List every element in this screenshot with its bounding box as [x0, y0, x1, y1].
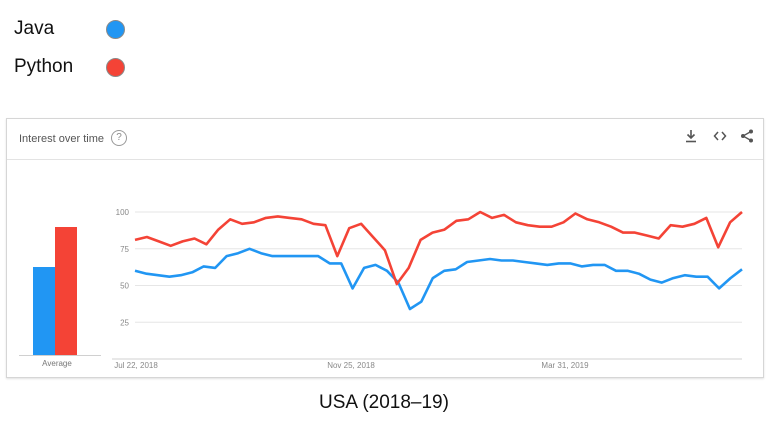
- x-tick-label: Mar 31, 2019: [541, 361, 589, 370]
- x-tick-label: Nov 25, 2018: [327, 361, 375, 370]
- series-line-java: [134, 247, 743, 311]
- y-tick-label: 100: [116, 208, 130, 217]
- line-chart: 25 50 75 100 Jul 22, 2018 Nov 25, 2018 Mar 31,…: [112, 208, 743, 370]
- legend: Java Python: [14, 10, 125, 86]
- average-bar-java: [33, 266, 55, 355]
- legend-item-java: Java: [14, 10, 125, 48]
- help-icon[interactable]: ?: [111, 130, 127, 146]
- y-tick-label: 50: [120, 282, 129, 291]
- legend-label-python: Python: [14, 56, 74, 77]
- average-axis: [19, 355, 101, 356]
- average-bar-python: [55, 227, 77, 355]
- legend-swatch-java: [106, 19, 125, 39]
- caption: USA (2018–19): [319, 392, 449, 413]
- legend-item-python: Python: [14, 48, 125, 86]
- series-line-python: [134, 210, 743, 286]
- y-tick-label: 25: [120, 318, 129, 327]
- download-icon[interactable]: [685, 129, 697, 146]
- card-title: Interest over time: [19, 133, 104, 145]
- legend-label-java: Java: [14, 18, 55, 39]
- interest-over-time-card: Interest over time ? Average 25 50 75 100 Ju…: [6, 118, 764, 378]
- share-icon[interactable]: [740, 129, 754, 146]
- embed-icon[interactable]: [713, 129, 727, 146]
- y-tick-label: 75: [120, 245, 129, 254]
- x-tick-label: Jul 22, 2018: [114, 361, 158, 370]
- average-label: Average: [42, 359, 72, 368]
- card-header: Interest over time ?: [7, 119, 763, 160]
- legend-swatch-python: [106, 57, 125, 77]
